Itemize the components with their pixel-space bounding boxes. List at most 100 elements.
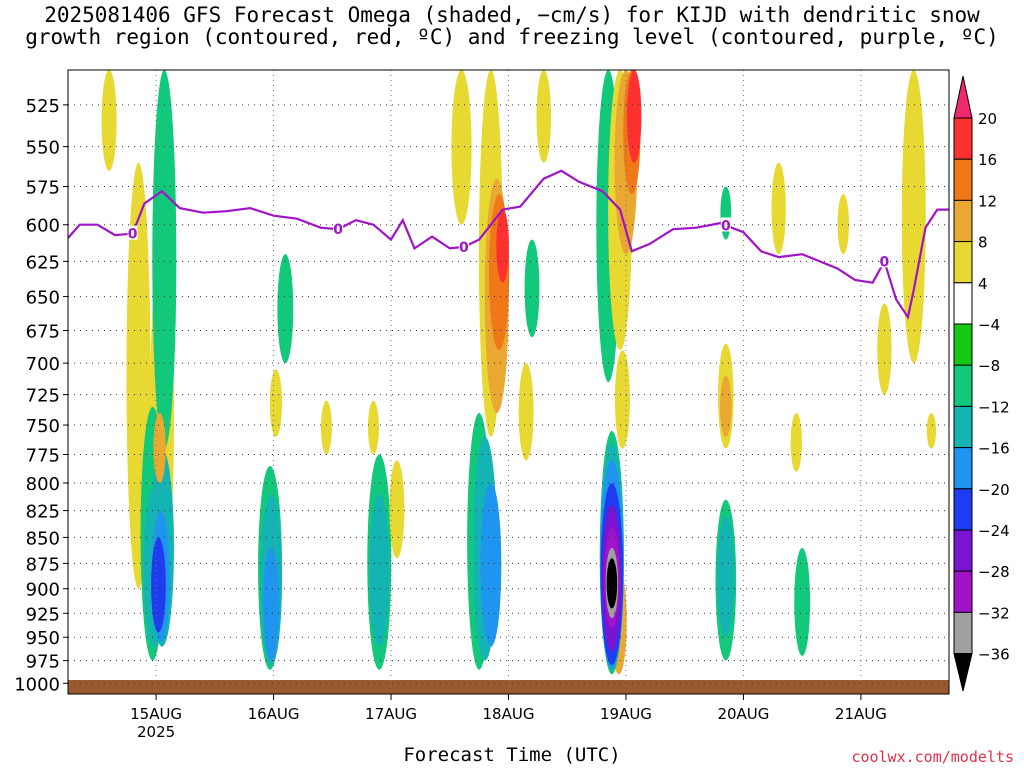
chart-title: 2025081406 GFS Forecast Omega (shaded, −… [0,4,1024,48]
y-tick-label: 525 [26,96,60,117]
colorbar-swatch [953,447,973,490]
freezing-level-label: 0 [880,254,890,270]
colorbar-label: 4 [978,275,988,293]
omega-region-48 [720,375,732,437]
colorbar-label: −36 [978,646,1010,664]
colorbar-swatch [953,282,973,325]
omega-region-52 [790,412,802,472]
colorbar-label: 16 [978,151,997,169]
omega-region-0 [101,70,117,171]
colorbar-swatch [953,405,973,449]
omega-region-8 [151,537,166,633]
y-tick-label: 1000 [14,674,60,695]
colorbar-swatch [953,117,973,160]
omega-region-20 [451,70,472,225]
omega-region-12 [263,547,280,661]
omega-region-50 [717,516,735,638]
omega-region-54 [837,194,850,255]
colorbar-top-arrow [953,75,973,119]
omega-region-57 [926,412,937,449]
y-tick-label: 775 [26,445,60,466]
colorbar-label: −12 [978,398,1010,416]
ground-surface [68,680,949,694]
y-tick-label: 875 [26,554,60,575]
x-tick-label: 17AUG [365,705,417,723]
colorbar-bottom-arrow [953,653,973,692]
colorbar-swatch [953,570,973,613]
x-tick-label: 16AUG [248,705,300,723]
y-tick-label: 575 [26,178,60,199]
omega-region-36 [614,350,630,449]
freezing-label-bg [720,217,731,232]
colorbar-swatch [953,364,973,407]
y-tick-label: 550 [26,138,60,159]
colorbar-swatch [953,323,973,366]
chart-title-line1: 2025081406 GFS Forecast Omega (shaded, −… [44,3,980,27]
omega-region-45 [606,558,618,609]
colorbar-label: 8 [978,234,988,252]
colorbar-label: 20 [978,110,997,128]
freezing-level-label: 0 [333,222,343,238]
omega-region-14 [269,369,282,437]
freezing-label-bg [127,225,138,240]
y-tick-label: 925 [26,604,60,625]
colorbar-label: −32 [978,604,1010,622]
colorbar-label: 12 [978,192,997,210]
omega-region-19 [389,460,405,559]
omega-region-9 [153,412,166,483]
y-tick-label: 800 [26,474,60,495]
y-tick-label: 625 [26,252,60,273]
credit-text[interactable]: coolwx.com/modelts [851,748,1014,766]
omega-region-30 [536,70,551,163]
omega-region-13 [277,254,294,364]
colorbar-swatch [953,199,973,243]
colorbar-swatch [953,488,973,531]
freezing-label-bg [333,221,344,236]
chart-title-line2: growth region (contoured, red, ºC) and f… [25,25,999,49]
x-tick-sublabel: 2025 [137,723,175,741]
omega-region-28 [524,239,540,338]
colorbar-label: −28 [978,563,1010,581]
x-tick-label: 18AUG [483,705,535,723]
x-axis-title: Forecast Time (UTC) [403,744,621,766]
omega-region-27 [496,209,509,283]
y-tick-label: 700 [26,354,60,375]
freezing-level-label: 0 [459,240,469,256]
omega-region-16 [367,400,379,455]
y-tick-label: 600 [26,216,60,237]
freezing-level-label: 0 [128,227,138,243]
freezing-level-label: 0 [721,218,731,234]
y-tick-label: 825 [26,502,60,523]
y-tick-label: 725 [26,386,60,407]
colorbar-label: −16 [978,440,1010,458]
y-tick-label: 900 [26,580,60,601]
omega-region-56 [901,70,926,364]
y-tick-label: 750 [26,416,60,437]
y-tick-label: 950 [26,628,60,649]
x-tick-label: 19AUG [600,705,652,723]
omega-region-53 [794,547,811,656]
colorbar-label: −20 [978,481,1010,499]
colorbar-swatch [953,529,973,572]
y-tick-label: 675 [26,321,60,342]
colorbar-label: −8 [978,357,1000,375]
colorbar-label: −4 [978,316,1000,334]
omega-region-23 [480,482,502,647]
omega-region-51 [771,162,786,255]
freezing-label-bg [879,253,890,268]
x-tick-label: 21AUG [835,705,887,723]
colorbar-swatch [953,241,973,284]
omega-region-15 [320,400,332,455]
x-tick-label: 20AUG [717,705,769,723]
colorbar-swatch [953,158,973,201]
omega-region-18 [369,494,390,647]
x-tick-label: 15AUG [130,705,182,723]
omega-region-3 [152,70,177,449]
freezing-label-bg [458,238,469,253]
y-tick-label: 850 [26,528,60,549]
freezing-level-line [68,169,949,320]
y-tick-label: 650 [26,288,60,309]
y-tick-label: 975 [26,652,60,673]
omega-region-55 [877,303,892,395]
